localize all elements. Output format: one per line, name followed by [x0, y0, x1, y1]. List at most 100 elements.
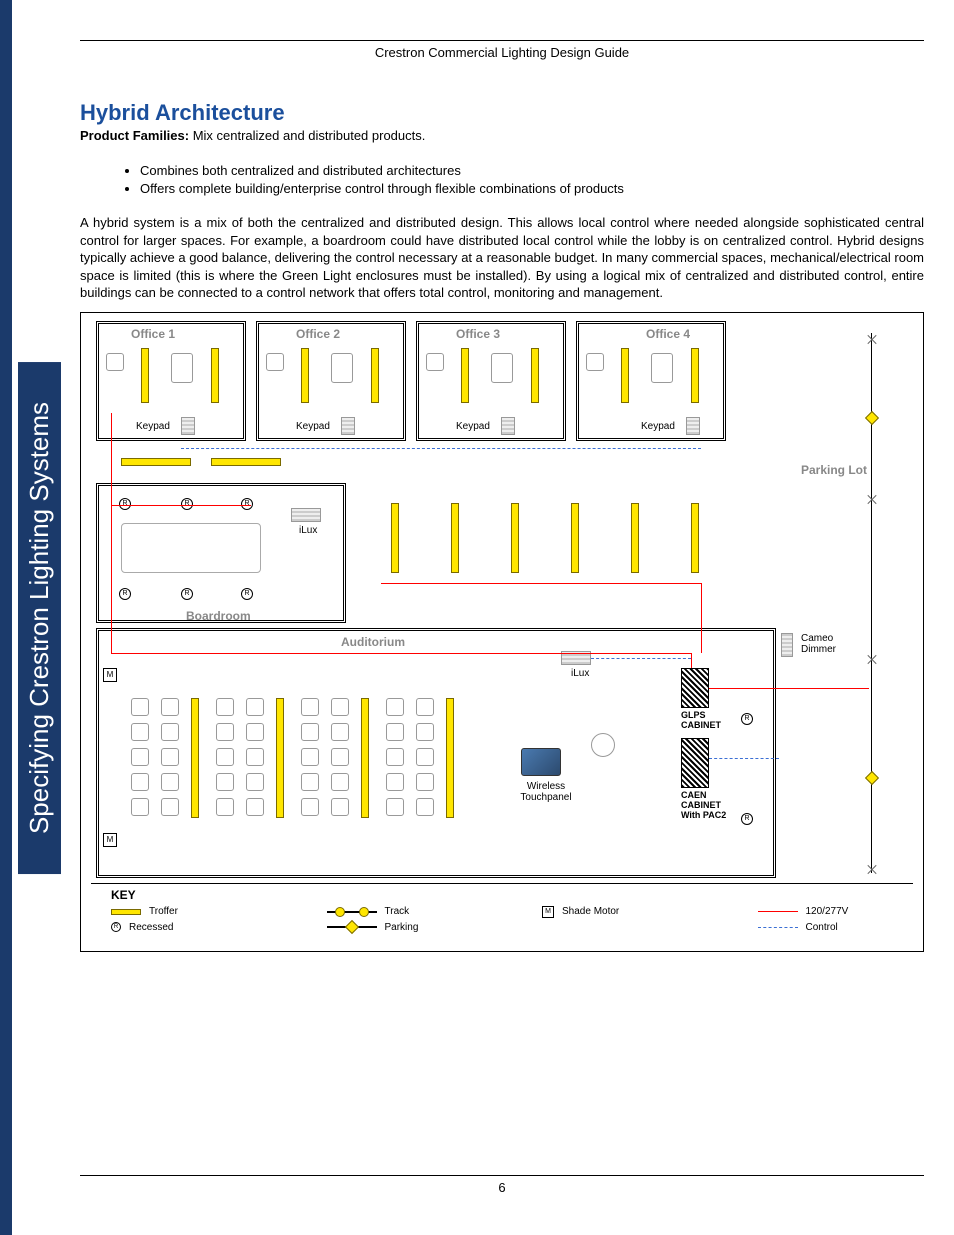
- body-paragraph: A hybrid system is a mix of both the cen…: [80, 214, 924, 302]
- power-line: [709, 688, 869, 689]
- seat-icon: [161, 748, 179, 766]
- seat-icon: [216, 723, 234, 741]
- desk-icon: [171, 353, 193, 383]
- troffer-icon: [211, 348, 219, 403]
- seat-icon: [416, 723, 434, 741]
- seat-icon: [301, 773, 319, 791]
- troffer-icon: [301, 348, 309, 403]
- recessed-icon: R: [181, 498, 193, 510]
- legend-item: Control: [758, 922, 914, 933]
- seat-icon: [331, 798, 349, 816]
- seat-icon: [131, 798, 149, 816]
- header-rule: [80, 40, 924, 41]
- seat-icon: [246, 798, 264, 816]
- page-number: 6: [498, 1180, 505, 1195]
- troffer-icon: [451, 503, 459, 573]
- keypad-icon: [686, 417, 700, 435]
- seat-icon: [331, 723, 349, 741]
- parking-symbol: [327, 926, 377, 928]
- seat-icon: [386, 798, 404, 816]
- seat-icon: [131, 698, 149, 716]
- touchpanel-label: Wireless Touchpanel: [511, 781, 581, 803]
- seat-icon: [216, 698, 234, 716]
- caen-cabinet-icon: [681, 738, 709, 788]
- troffer-icon: [531, 348, 539, 403]
- seat-icon: [161, 773, 179, 791]
- parking-light-icon: [865, 771, 879, 785]
- troffer-icon: [571, 503, 579, 573]
- desk-icon: [491, 353, 513, 383]
- desk-icon: [586, 353, 604, 371]
- power-line: [701, 583, 702, 653]
- seat-icon: [416, 698, 434, 716]
- desk-icon: [106, 353, 124, 371]
- legend-title: KEY: [111, 888, 913, 902]
- legend-text: Track: [385, 906, 410, 917]
- recessed-icon: R: [241, 498, 253, 510]
- troffer-icon: [141, 348, 149, 403]
- recessed-icon: R: [119, 588, 131, 600]
- legend-item: Track: [327, 906, 483, 917]
- side-blue-bar: [0, 0, 12, 1235]
- recessed-icon: R: [741, 713, 753, 725]
- power-line: [111, 653, 691, 654]
- troffer-icon: [621, 348, 629, 403]
- seat-icon: [416, 773, 434, 791]
- room-label-office4: Office 4: [646, 327, 690, 341]
- troffer-icon: [461, 348, 469, 403]
- power-symbol: [758, 911, 798, 912]
- seat-icon: [246, 723, 264, 741]
- ilux-label: iLux: [571, 668, 589, 679]
- recessed-icon: R: [181, 588, 193, 600]
- keypad-label: Keypad: [456, 421, 490, 432]
- product-families-text: Mix centralized and distributed products…: [189, 128, 425, 143]
- seat-icon: [161, 798, 179, 816]
- troffer-icon: [121, 458, 191, 466]
- keypad-label: Keypad: [641, 421, 675, 432]
- desk-icon: [651, 353, 673, 383]
- shade-motor-icon: M: [103, 668, 117, 682]
- legend-item: 120/277V: [758, 906, 914, 917]
- caen-label: CAEN CABINET With PAC2: [681, 791, 736, 821]
- legend-text: Shade Motor: [562, 906, 619, 917]
- legend-text: Parking: [385, 922, 419, 933]
- troffer-icon: [691, 503, 699, 573]
- legend-item: RRecessed: [111, 922, 267, 933]
- keypad-label: Keypad: [136, 421, 170, 432]
- sidebar-section-label: Specifying Crestron Lighting Systems: [18, 361, 61, 873]
- parking-light-icon: [865, 411, 879, 425]
- keypad-icon: [341, 417, 355, 435]
- control-line: [591, 658, 691, 659]
- seat-icon: [246, 698, 264, 716]
- control-line: [181, 448, 701, 449]
- ilux-icon: [291, 508, 321, 522]
- legend-text: Recessed: [129, 922, 173, 933]
- legend-text: 120/277V: [806, 906, 849, 917]
- troffer-icon: [691, 348, 699, 403]
- troffer-icon: [211, 458, 281, 466]
- room-label-boardroom: Boardroom: [186, 609, 251, 623]
- troffer-icon: [631, 503, 639, 573]
- keypad-icon: [501, 417, 515, 435]
- seat-icon: [386, 698, 404, 716]
- legend-item: MShade Motor: [542, 906, 698, 918]
- seat-icon: [301, 798, 319, 816]
- desk-icon: [426, 353, 444, 371]
- control-symbol: [758, 927, 798, 928]
- room-label-auditorium: Auditorium: [341, 635, 405, 649]
- seat-icon: [161, 698, 179, 716]
- legend-item: Parking: [327, 922, 483, 933]
- shade-motor-icon: M: [103, 833, 117, 847]
- troffer-icon: [371, 348, 379, 403]
- power-line: [691, 653, 692, 668]
- seat-icon: [131, 773, 149, 791]
- parking-end-icon: [866, 333, 878, 345]
- room-label-office1: Office 1: [131, 327, 175, 341]
- troffer-icon: [191, 698, 199, 818]
- seat-icon: [246, 748, 264, 766]
- desk-icon: [331, 353, 353, 383]
- power-line: [111, 413, 112, 653]
- floorplan-diagram: Office 1 Keypad Office 2 Keypad Office 3…: [80, 312, 924, 952]
- troffer-icon: [361, 698, 369, 818]
- legend-item: Troffer: [111, 906, 267, 917]
